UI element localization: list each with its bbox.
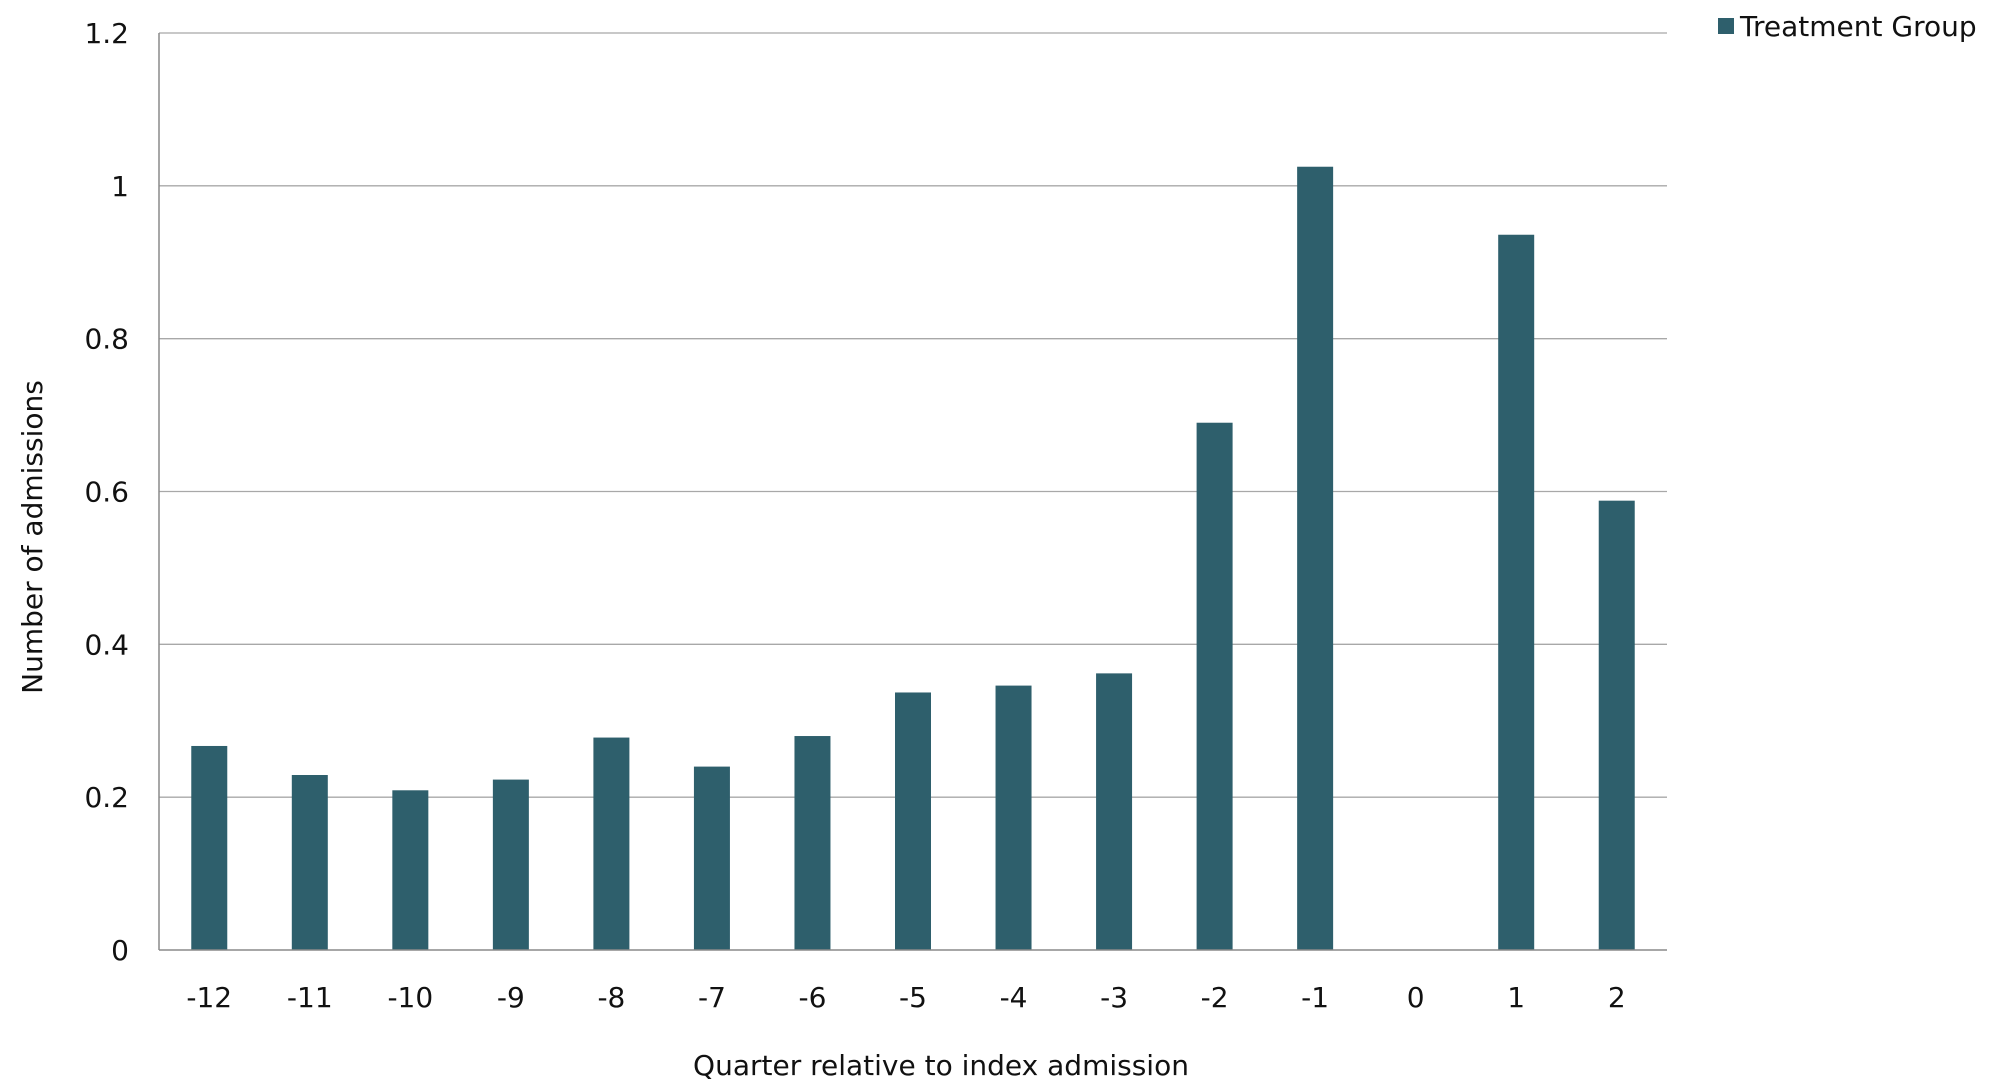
x-tick-labels: -12 -11 -10 -9 -8 -7 -6 -5 -4 -3 -2 -1 0 1 2 bbox=[186, 981, 1625, 1014]
bar bbox=[895, 692, 931, 950]
bar bbox=[693, 766, 730, 950]
x-tick-label: -12 bbox=[186, 981, 232, 1014]
axes bbox=[158, 33, 1667, 951]
legend-swatch bbox=[1718, 18, 1734, 34]
y-tick-label: 1.2 bbox=[84, 17, 129, 50]
y-tick-label: 0.6 bbox=[84, 476, 129, 509]
y-tick-label: 1 bbox=[111, 170, 129, 203]
x-tick-label: -8 bbox=[597, 981, 625, 1014]
y-tick-label: 0.2 bbox=[84, 781, 129, 814]
bar bbox=[1498, 234, 1535, 951]
legend-label: Treatment Group bbox=[1739, 10, 1977, 43]
bar bbox=[794, 736, 831, 950]
x-tick-label: 1 bbox=[1507, 981, 1525, 1014]
x-axis-title: Quarter relative to index admission bbox=[693, 1049, 1189, 1080]
bar bbox=[492, 779, 529, 950]
x-tick-label: -10 bbox=[387, 981, 433, 1014]
legend: Treatment Group bbox=[1718, 10, 1977, 43]
x-tick-label: -11 bbox=[287, 981, 333, 1014]
bar bbox=[1297, 166, 1334, 950]
y-axis-title: Number of admissions bbox=[16, 380, 49, 694]
x-tick-label: -5 bbox=[899, 981, 927, 1014]
x-tick-label: 0 bbox=[1407, 981, 1425, 1014]
y-tick-label: 0.4 bbox=[84, 628, 129, 661]
x-tick-label: -7 bbox=[698, 981, 726, 1014]
x-tick-label: 2 bbox=[1608, 981, 1626, 1014]
x-tick-label: -6 bbox=[799, 981, 827, 1014]
x-tick-label: -9 bbox=[497, 981, 525, 1014]
x-tick-label: -1 bbox=[1301, 981, 1329, 1014]
bar-series bbox=[191, 166, 1635, 951]
y-tick-label: 0.8 bbox=[84, 323, 129, 356]
y-tick-label: 0 bbox=[111, 934, 129, 967]
bar bbox=[1598, 500, 1635, 950]
bar bbox=[191, 745, 228, 950]
bar bbox=[291, 775, 328, 950]
bar bbox=[593, 737, 630, 950]
bar bbox=[392, 790, 429, 950]
bar bbox=[995, 685, 1032, 950]
gridlines bbox=[159, 32, 1667, 798]
y-tick-labels: 0 0.2 0.4 0.6 0.8 1 1.2 bbox=[84, 17, 129, 967]
bar bbox=[1096, 673, 1133, 950]
x-tick-label: -4 bbox=[1000, 981, 1028, 1014]
x-tick-label: -2 bbox=[1201, 981, 1229, 1014]
x-tick-label: -3 bbox=[1100, 981, 1128, 1014]
bar bbox=[1196, 422, 1233, 951]
